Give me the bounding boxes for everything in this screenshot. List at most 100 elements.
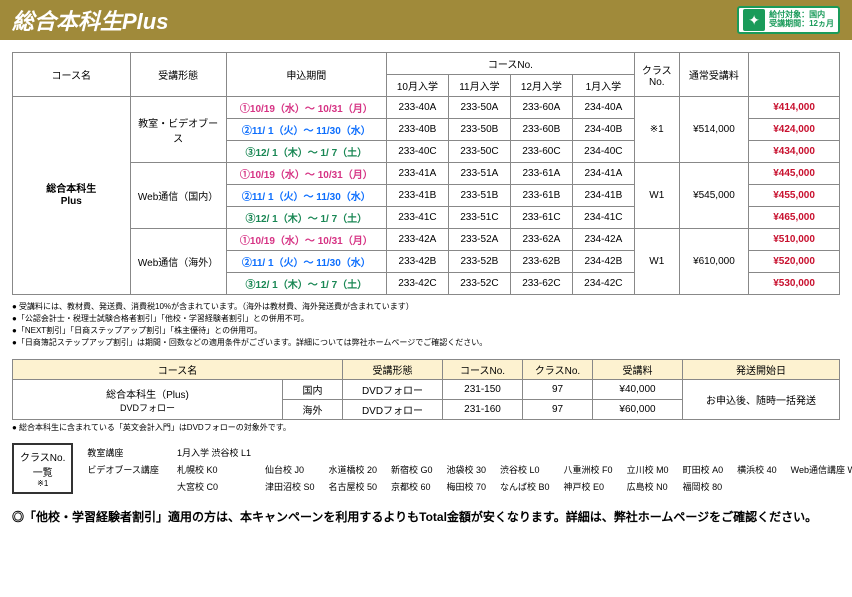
c-6-2: 233-62A — [510, 229, 572, 251]
period-p3-0: ③12/ 1（木）～ 1/ 7（土） — [226, 141, 386, 163]
notes-block: ● 受講料には、教材費、発送費、消費税10%が含まれています。（海外は教材費、海… — [12, 301, 840, 349]
class-section: クラスNo. 一覧 ※1 教室講座 1月入学 渋谷校 L1 ビデオブース講座 札… — [12, 443, 840, 496]
cl-r0-1: 1月入学 渋谷校 L1 — [171, 445, 257, 460]
th-normal: 通常受講料 — [679, 53, 748, 97]
period-p2-0: ②11/ 1（火）～ 11/30（水） — [226, 119, 386, 141]
period-p1-1: ①10/19（水）～ 10/31（月） — [226, 163, 386, 185]
fth-form: 受講形態 — [343, 360, 443, 380]
th-period: 申込期間 — [226, 53, 386, 97]
special-1: ¥424,000 — [749, 119, 840, 141]
c-3-3: 234-41A — [572, 163, 634, 185]
fth-no: コースNo. — [443, 360, 523, 380]
th-form: 受講形態 — [130, 53, 226, 97]
f-r2-2: ¥60,000 — [593, 400, 683, 420]
period-p2-2: ②11/ 1（火）～ 11/30（水） — [226, 251, 386, 273]
badge-icon: ✦ — [743, 9, 765, 31]
cl-r2-9: 福岡校 80 — [677, 479, 730, 494]
cl-r1-1: 札幌校 K0 — [171, 462, 257, 477]
special-4: ¥455,000 — [749, 185, 840, 207]
header-badge: ✦ 給付対象：国内 受講期間：12ヵ月 — [737, 6, 840, 34]
follow-name-main: 総合本科生（Plus) — [106, 390, 189, 401]
th-m10: 10月入学 — [386, 75, 448, 97]
c-2-1: 233-50C — [448, 141, 510, 163]
c-7-1: 233-52B — [448, 251, 510, 273]
fth-fee: 受講料 — [593, 360, 683, 380]
c-1-1: 233-50B — [448, 119, 510, 141]
c-0-1: 233-50A — [448, 97, 510, 119]
footer-note: ◎「他校・学習経験者割引」適用の方は、本キャンペーンを利用するよりもTotal金… — [12, 508, 840, 525]
c-8-3: 234-42C — [572, 273, 634, 295]
special-8: ¥530,000 — [749, 273, 840, 295]
follow-note: ● 総合本科生に含まれている「英文会計入門」はDVDフォローの対象外です。 — [12, 422, 840, 433]
c-0-2: 233-60A — [510, 97, 572, 119]
cl-r2-2: 津田沼校 S0 — [259, 479, 321, 494]
c-6-3: 234-42A — [572, 229, 634, 251]
c-0-0: 233-40A — [386, 97, 448, 119]
c-5-2: 233-61C — [510, 207, 572, 229]
note-0: ● 受講料には、教材費、発送費、消費税10%が含まれています。（海外は教材費、海… — [12, 301, 840, 313]
special-7: ¥520,000 — [749, 251, 840, 273]
period-p1-0: ①10/19（水）～ 10/31（月） — [226, 97, 386, 119]
header-title: 総合本科生Plus — [12, 4, 168, 36]
th-m12: 12月入学 — [510, 75, 572, 97]
cl-r1-11: Web通信講座 W1 — [785, 462, 852, 477]
follow-dom: 国内 — [283, 380, 343, 400]
c-3-0: 233-41A — [386, 163, 448, 185]
class-0: ※1 — [634, 97, 679, 163]
c-2-2: 233-60C — [510, 141, 572, 163]
cl-r1-0: ビデオブース講座 — [81, 462, 169, 477]
normal-0: ¥514,000 — [679, 97, 748, 163]
cl-r2-8: 広島校 N0 — [621, 479, 675, 494]
follow-table: コース名 受講形態 コースNo. クラスNo. 受講料 発送開始日 総合本科生（… — [12, 359, 840, 420]
class-1: W1 — [634, 163, 679, 229]
c-7-0: 233-42B — [386, 251, 448, 273]
th-special: 特別割引受講料 — [749, 53, 840, 97]
main-table: コース名 受講形態 申込期間 コースNo. クラス No. 通常受講料 特別割引… — [12, 52, 840, 295]
follow-name: 総合本科生（Plus) DVDフォロー — [13, 380, 283, 420]
cl-r1-9: 町田校 A0 — [677, 462, 730, 477]
badge-text: 給付対象：国内 受講期間：12ヵ月 — [769, 11, 834, 29]
special-6: ¥510,000 — [749, 229, 840, 251]
follow-form-2: DVDフォロー — [343, 400, 443, 420]
period-p3-2: ③12/ 1（木）～ 1/ 7（土） — [226, 273, 386, 295]
cl-r1-6: 渋谷校 L0 — [494, 462, 556, 477]
class-2: W1 — [634, 229, 679, 295]
c-3-2: 233-61A — [510, 163, 572, 185]
cl-r1-3: 水道橋校 20 — [322, 462, 383, 477]
c-2-0: 233-40C — [386, 141, 448, 163]
c-8-2: 233-62C — [510, 273, 572, 295]
class-box-l1: クラスNo. — [20, 449, 65, 464]
c-7-3: 234-42B — [572, 251, 634, 273]
special-3: ¥445,000 — [749, 163, 840, 185]
c-8-0: 233-42C — [386, 273, 448, 295]
follow-ship: お申込後、随時一括発送 — [683, 380, 840, 420]
cl-r1-7: 八重洲校 F0 — [558, 462, 619, 477]
th-m1: 1月入学 — [572, 75, 634, 97]
c-2-3: 234-40C — [572, 141, 634, 163]
follow-name-sub: DVDフォロー — [120, 403, 175, 413]
cl-r2-7: 神戸校 E0 — [558, 479, 619, 494]
c-1-3: 234-40B — [572, 119, 634, 141]
f-r2-1: 97 — [523, 400, 593, 420]
class-box-l3: ※1 — [20, 479, 65, 488]
c-6-1: 233-52A — [448, 229, 510, 251]
cl-r1-10: 横浜校 40 — [731, 462, 783, 477]
c-4-3: 234-41B — [572, 185, 634, 207]
normal-1: ¥545,000 — [679, 163, 748, 229]
f-r2-0: 231-160 — [443, 400, 523, 420]
note-3: ●「日商簿記ステップアップ割引」は期間・回数などの適用条件がございます。詳細につ… — [12, 337, 840, 349]
cl-r2-1: 大宮校 C0 — [171, 479, 257, 494]
fth-course: コース名 — [13, 360, 343, 380]
th-m11: 11月入学 — [448, 75, 510, 97]
c-6-0: 233-42A — [386, 229, 448, 251]
th-class: クラス No. — [634, 53, 679, 97]
cl-r2-5: 梅田校 70 — [441, 479, 493, 494]
f-r1-2: ¥40,000 — [593, 380, 683, 400]
cl-r1-4: 新宿校 G0 — [385, 462, 439, 477]
th-course: コース名 — [13, 53, 131, 97]
header-band: 総合本科生Plus ✦ 給付対象：国内 受講期間：12ヵ月 — [0, 0, 852, 40]
fth-ship: 発送開始日 — [683, 360, 840, 380]
cl-r2-6: なんば校 B0 — [494, 479, 556, 494]
f-r1-0: 231-150 — [443, 380, 523, 400]
badge-line2: 受講期間：12ヵ月 — [769, 20, 834, 29]
